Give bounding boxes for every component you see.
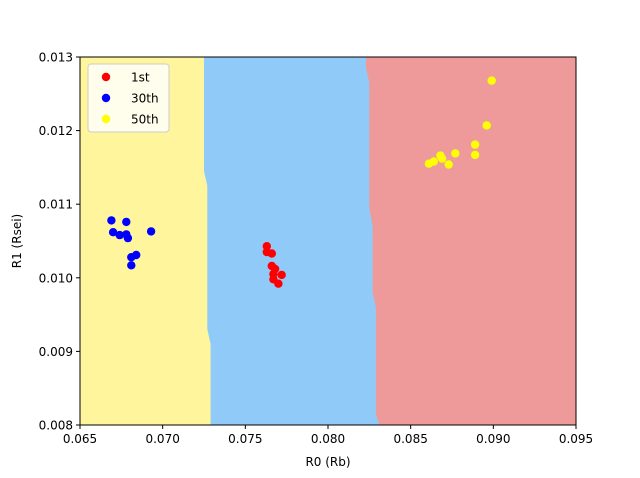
x-tick-label: 0.070	[145, 432, 179, 446]
x-tick-label: 0.085	[393, 432, 427, 446]
legend-label-1st: 1st	[131, 71, 150, 85]
legend-label-30th: 30th	[131, 92, 159, 106]
y-axis-label: R1 (Rsei)	[10, 214, 24, 268]
y-tick-label: 0.009	[39, 345, 73, 359]
data-points	[107, 76, 496, 288]
legend: 1st 30th 50th	[87, 63, 170, 133]
point-30th-2	[146, 227, 156, 236]
x-tick-label: 0.075	[228, 432, 262, 446]
point-50th-6	[437, 154, 447, 163]
point-30th-3	[108, 228, 118, 237]
y-axis-ticks: 0.008 0.009 0.010 0.011 0.012 0.013	[39, 51, 80, 433]
point-1st-2	[267, 249, 276, 258]
legend-box	[87, 63, 170, 133]
point-50th-0	[487, 76, 496, 85]
x-axis-label: R0 (Rb)	[305, 455, 350, 469]
point-30th-0	[107, 216, 116, 225]
point-30th-8	[127, 253, 136, 262]
point-50th-1	[482, 121, 491, 130]
y-tick-label: 0.010	[39, 271, 73, 285]
x-tick-label: 0.095	[559, 432, 593, 446]
y-tick-label: 0.008	[39, 419, 73, 433]
legend-marker-30th	[101, 93, 111, 103]
legend-marker-50th	[101, 114, 111, 124]
legend-label-50th: 50th	[131, 113, 159, 127]
x-tick-label: 0.080	[311, 432, 345, 446]
point-50th-2	[470, 140, 480, 149]
legend-marker-1st	[101, 72, 111, 82]
point-50th-9	[444, 160, 453, 169]
y-tick-label: 0.011	[39, 198, 73, 212]
point-50th-4	[470, 150, 480, 160]
point-30th-4	[115, 230, 124, 240]
point-30th-1	[122, 217, 131, 227]
point-50th-8	[424, 159, 434, 168]
point-50th-3	[451, 149, 460, 158]
x-tick-label: 0.065	[63, 432, 97, 446]
point-30th-9	[127, 261, 136, 270]
point-30th-6	[123, 233, 133, 243]
x-tick-label: 0.090	[476, 432, 510, 446]
decision-regions	[80, 57, 576, 425]
x-axis-ticks: 0.065 0.070 0.075 0.080 0.085 0.090 0.095	[63, 425, 593, 446]
point-1st-8	[274, 279, 283, 288]
y-tick-label: 0.013	[39, 51, 73, 65]
point-1st-0	[262, 242, 271, 251]
y-tick-label: 0.012	[39, 124, 73, 138]
region-50th	[80, 57, 211, 425]
point-1st-6	[277, 270, 286, 280]
